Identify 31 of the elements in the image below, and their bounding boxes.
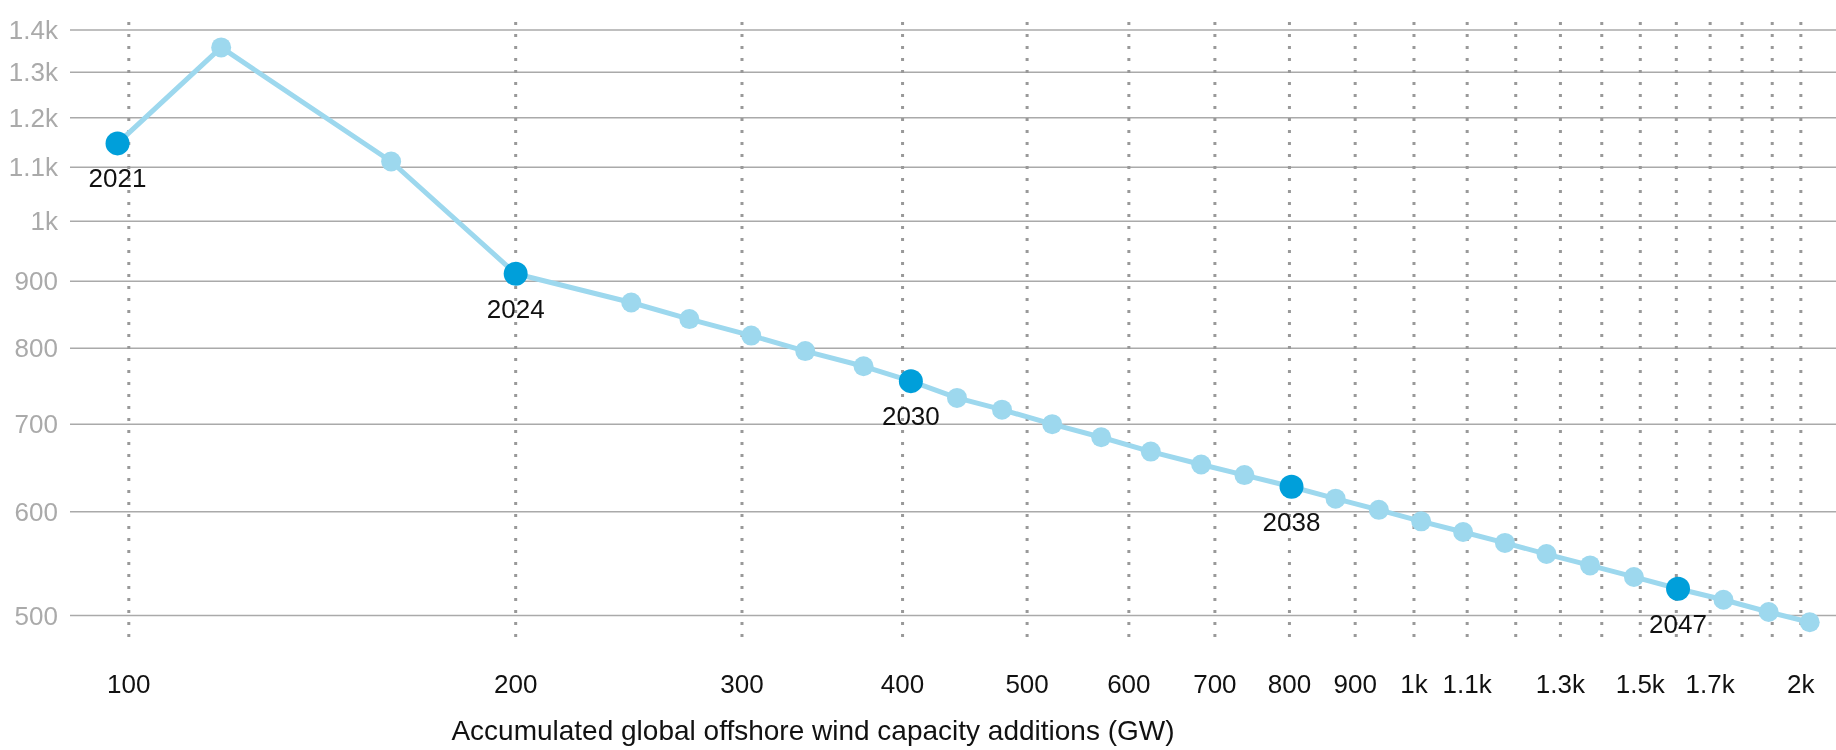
y-tick-label: 600 [14, 496, 58, 527]
annotation: 2024 [486, 293, 545, 324]
x-tick-label: 2k [1787, 669, 1816, 699]
annotation: 2030 [881, 401, 940, 432]
x-tick-label: 1.3k [1535, 669, 1586, 699]
y-tick-label: 900 [14, 266, 58, 297]
y-tick-label: 1.2k [8, 102, 59, 133]
x-tick-label: 100 [107, 669, 151, 699]
x-tick-label: 1k [1400, 669, 1429, 699]
y-tick-label: 500 [14, 600, 58, 631]
y-tick-label: 1.1k [8, 152, 59, 183]
x-tick-label: 1.7k [1685, 669, 1736, 699]
y-tick-label: 1k [30, 206, 59, 237]
y-tick-label: 1.4k [8, 15, 59, 46]
x-tick-label: 300 [720, 669, 764, 699]
annotation: 2038 [1262, 506, 1321, 537]
y-tick-label: 700 [14, 409, 58, 440]
x-tick-label: 600 [1107, 669, 1151, 699]
x-tick-label: 700 [1193, 669, 1237, 699]
x-tick-label: 1.5k [1615, 669, 1666, 699]
x-axis-title: Accumulated global offshore wind capacity additions (GW) [451, 715, 1175, 746]
x-tick-label: 500 [1005, 669, 1049, 699]
annotation: 2047 [1649, 608, 1707, 639]
x-tick-label: 400 [880, 669, 925, 699]
y-tick-label: 800 [14, 333, 58, 364]
x-tick-label: 800 [1267, 669, 1312, 699]
y-tick-label: 1.3k [8, 57, 59, 88]
x-tick-label: 900 [1333, 669, 1377, 699]
x-tick-label: 200 [493, 669, 538, 699]
annotation: 2021 [88, 163, 147, 194]
x-tick-label: 1.1k [1442, 669, 1493, 699]
